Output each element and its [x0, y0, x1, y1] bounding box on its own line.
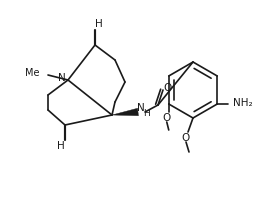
Text: N: N — [137, 103, 145, 113]
Text: N: N — [58, 73, 66, 83]
Text: O: O — [182, 133, 190, 143]
Text: H: H — [57, 141, 65, 151]
Text: O: O — [163, 113, 171, 123]
Text: NH₂: NH₂ — [233, 98, 253, 108]
Text: H: H — [95, 19, 103, 29]
Text: Me: Me — [26, 68, 40, 78]
Polygon shape — [112, 108, 139, 116]
Text: O: O — [164, 83, 172, 93]
Text: H: H — [143, 108, 149, 117]
